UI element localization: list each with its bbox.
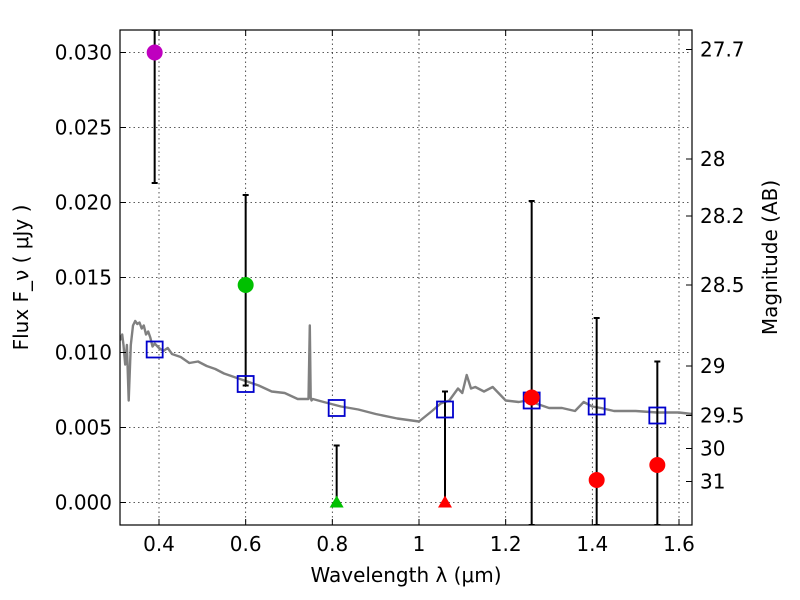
observed-circle-marker	[588, 472, 605, 488]
model-square-marker	[327, 399, 346, 417]
grid-layer	[120, 30, 692, 525]
y-tick-label: 0.030	[55, 41, 112, 65]
model-square-marker	[436, 400, 454, 419]
model-square-marker	[236, 375, 255, 393]
observed-circle-marker	[649, 457, 666, 473]
y-tick-label: 0.015	[55, 266, 112, 290]
observed-circle-marker	[146, 44, 163, 61]
y-tick-label: 0.005	[55, 416, 112, 440]
x-axis-label: Wavelength λ (μm)	[310, 563, 501, 587]
model-square-marker	[648, 406, 667, 425]
tick-layer: 0.4 0.6 0.8 1 1.2 1.4 1.6 0.000 0.005 0.010 0.015 0…	[55, 30, 745, 556]
y2-tick-label: 29	[700, 354, 725, 378]
y-tick-label: 0.025	[55, 116, 112, 140]
errorbar-layer	[151, 30, 661, 525]
spectrum-line	[120, 319, 692, 423]
y2-tick-label: 28	[700, 147, 725, 171]
y-tick-label: 0.020	[55, 191, 112, 215]
observed-circle-marker	[523, 389, 540, 406]
observed-circle-marker	[237, 277, 254, 293]
model-square-marker	[587, 397, 606, 416]
y2-tick-label: 27.7	[700, 38, 745, 62]
marker-layer	[145, 44, 667, 508]
y2-tick-label: 29.5	[700, 404, 745, 428]
y-tick-label: 0.010	[55, 341, 112, 365]
upper-limit-triangle-marker	[438, 495, 452, 508]
x-tick-label: 0.8	[316, 532, 348, 556]
y-tick-label: 0.000	[55, 491, 112, 515]
x-tick-label: 1	[413, 532, 426, 556]
x-tick-label: 1.4	[576, 532, 608, 556]
x-tick-label: 1.2	[490, 532, 522, 556]
y-axis-label: Flux F_ν ( μJy )	[9, 205, 33, 351]
x-tick-label: 1.6	[663, 532, 695, 556]
x-tick-label: 0.6	[230, 532, 262, 556]
y2-tick-label: 28.5	[700, 273, 745, 297]
spectrum-layer	[120, 319, 692, 423]
y2-axis-label: Magnitude (AB)	[758, 180, 782, 335]
model-square-marker	[145, 340, 164, 359]
y2-tick-label: 30	[700, 437, 725, 461]
x-tick-label: 0.4	[143, 532, 175, 556]
upper-limit-triangle-marker	[329, 495, 344, 508]
y2-tick-label: 28.2	[700, 204, 745, 228]
y2-tick-label: 31	[700, 470, 725, 494]
